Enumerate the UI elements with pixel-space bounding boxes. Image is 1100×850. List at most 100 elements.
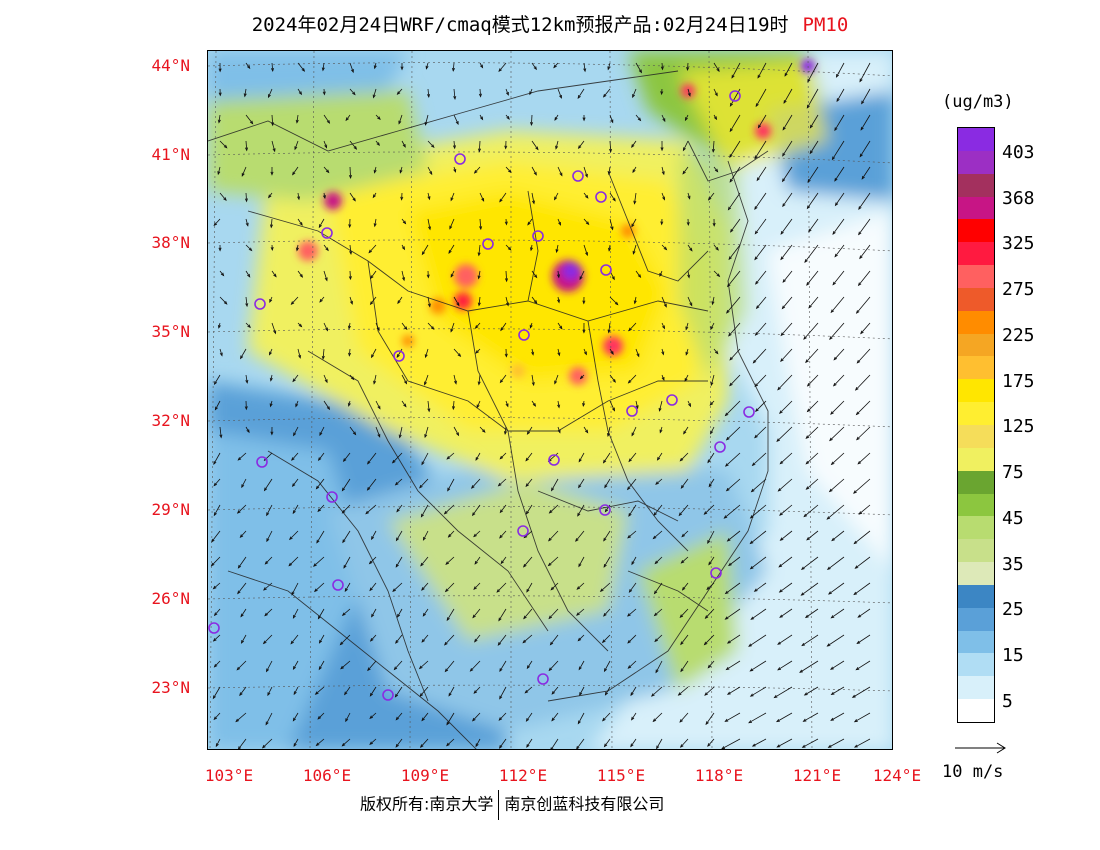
wind-arrow-head: [212, 638, 217, 642]
wind-arrow-head: [661, 171, 665, 176]
wind-arrow-head: [804, 259, 808, 263]
wind-arrow: [807, 400, 819, 412]
wind-arrow-head: [403, 380, 408, 385]
wind-arrow-head: [709, 402, 714, 406]
wind-arrow-head: [241, 172, 245, 177]
wind-arrow-head: [554, 116, 558, 121]
wind-arrow: [401, 374, 407, 384]
wind-arrow: [349, 192, 356, 201]
wind-arrow-head: [607, 171, 611, 176]
wind-arrow: [802, 738, 819, 748]
wind-arrow-head: [650, 693, 655, 697]
wind-arrow: [315, 686, 325, 695]
wind-arrow-head: [529, 324, 533, 329]
wind-arrow-head: [803, 692, 808, 696]
wind-arrow-head: [474, 560, 478, 565]
wind-arrow: [349, 88, 356, 95]
wind-arrow-head: [809, 124, 814, 129]
wind-arrow: [754, 374, 767, 387]
lon-label: 109°E: [400, 766, 450, 785]
wind-arrow-head: [317, 615, 322, 620]
wind-arrow-head: [477, 381, 481, 386]
wind-arrow: [858, 192, 871, 210]
wind-arrow-head: [532, 402, 537, 407]
wind-arrow-head: [835, 73, 840, 78]
wind-arrow: [427, 218, 431, 230]
wind-arrow-head: [755, 280, 759, 285]
graticule: [208, 51, 892, 749]
wind-arrow: [478, 374, 481, 385]
wind-arrow-head: [859, 153, 863, 158]
lon-label: 124°E: [872, 766, 922, 785]
wind-arrow-head: [714, 350, 719, 355]
lat-label: 44°N: [151, 56, 190, 75]
wind-arrow: [828, 582, 845, 595]
wind-arrow-head: [777, 641, 781, 645]
wind-arrow: [392, 582, 403, 592]
colorbar-swatch: [958, 653, 994, 677]
wind-arrow: [271, 114, 274, 126]
wind-arrow: [270, 218, 273, 228]
wind-arrow-head: [315, 742, 320, 747]
wind-arrow-head: [473, 533, 477, 538]
wind-arrow-head: [430, 144, 435, 149]
wind-arrow-head: [420, 513, 424, 518]
wind-arrow: [710, 322, 715, 330]
wind-arrow: [856, 400, 871, 415]
wind-arrow-head: [611, 276, 615, 281]
wind-arrow-head: [265, 668, 270, 673]
wind-arrow-head: [398, 120, 402, 125]
wind-arrow: [779, 608, 793, 618]
wind-arrow-head: [292, 510, 296, 515]
wind-arrow-head: [343, 564, 347, 569]
wind-arrow-head: [449, 225, 453, 230]
wind-arrow: [826, 504, 845, 520]
wind-arrow: [713, 62, 720, 72]
wind-arrow: [551, 478, 559, 491]
wind-arrow-head: [293, 743, 297, 747]
wind-arrow-head: [269, 224, 274, 229]
wind-arrow-head: [341, 487, 346, 492]
wind-arrow: [784, 62, 793, 77]
wind-arrow-head: [728, 256, 732, 261]
wind-arrow: [236, 660, 247, 671]
colorbar-swatch: [958, 128, 994, 151]
wind-arrow-head: [828, 591, 832, 595]
wind-arrow-head: [500, 560, 504, 565]
wind-arrow-head: [270, 68, 275, 73]
wind-arrow-head: [288, 562, 293, 567]
wind-arrow-head: [421, 639, 425, 643]
wind-arrow-head: [267, 692, 271, 697]
wind-arrow: [523, 556, 533, 568]
wind-arrow-head: [721, 746, 726, 749]
wind-arrow-head: [550, 586, 555, 591]
wind-arrow: [214, 608, 221, 616]
wind-arrow-head: [401, 246, 406, 251]
wind-arrow: [292, 504, 299, 514]
wind-arrow-head: [749, 540, 754, 545]
wind-arrow-head: [578, 484, 582, 489]
wind-arrow-head: [324, 144, 328, 149]
wind-arrow-head: [754, 332, 759, 336]
wind-arrow-head: [421, 587, 425, 591]
wind-arrow: [235, 712, 247, 722]
wind-arrow-head: [372, 94, 376, 99]
wind-arrow: [421, 712, 429, 721]
wind-arrow: [783, 88, 793, 104]
wind-arrow: [474, 634, 481, 643]
wind-arrow: [550, 634, 559, 645]
wind-arrow-head: [246, 65, 251, 70]
wind-arrow-head: [555, 249, 559, 254]
wind-arrow-head: [293, 691, 297, 696]
wind-arrow: [833, 348, 845, 361]
wind-arrow-head: [272, 148, 276, 153]
wind-arrow-head: [730, 228, 734, 233]
wind-arrow-head: [583, 351, 587, 356]
wind-arrow: [419, 660, 429, 669]
wind-arrow: [217, 166, 221, 175]
wind-arrow: [583, 426, 589, 433]
wind-arrow: [213, 452, 221, 465]
wind-arrow-head: [533, 274, 538, 279]
wind-arrow-head: [609, 148, 613, 153]
colorbar-label: 25: [1002, 599, 1024, 620]
